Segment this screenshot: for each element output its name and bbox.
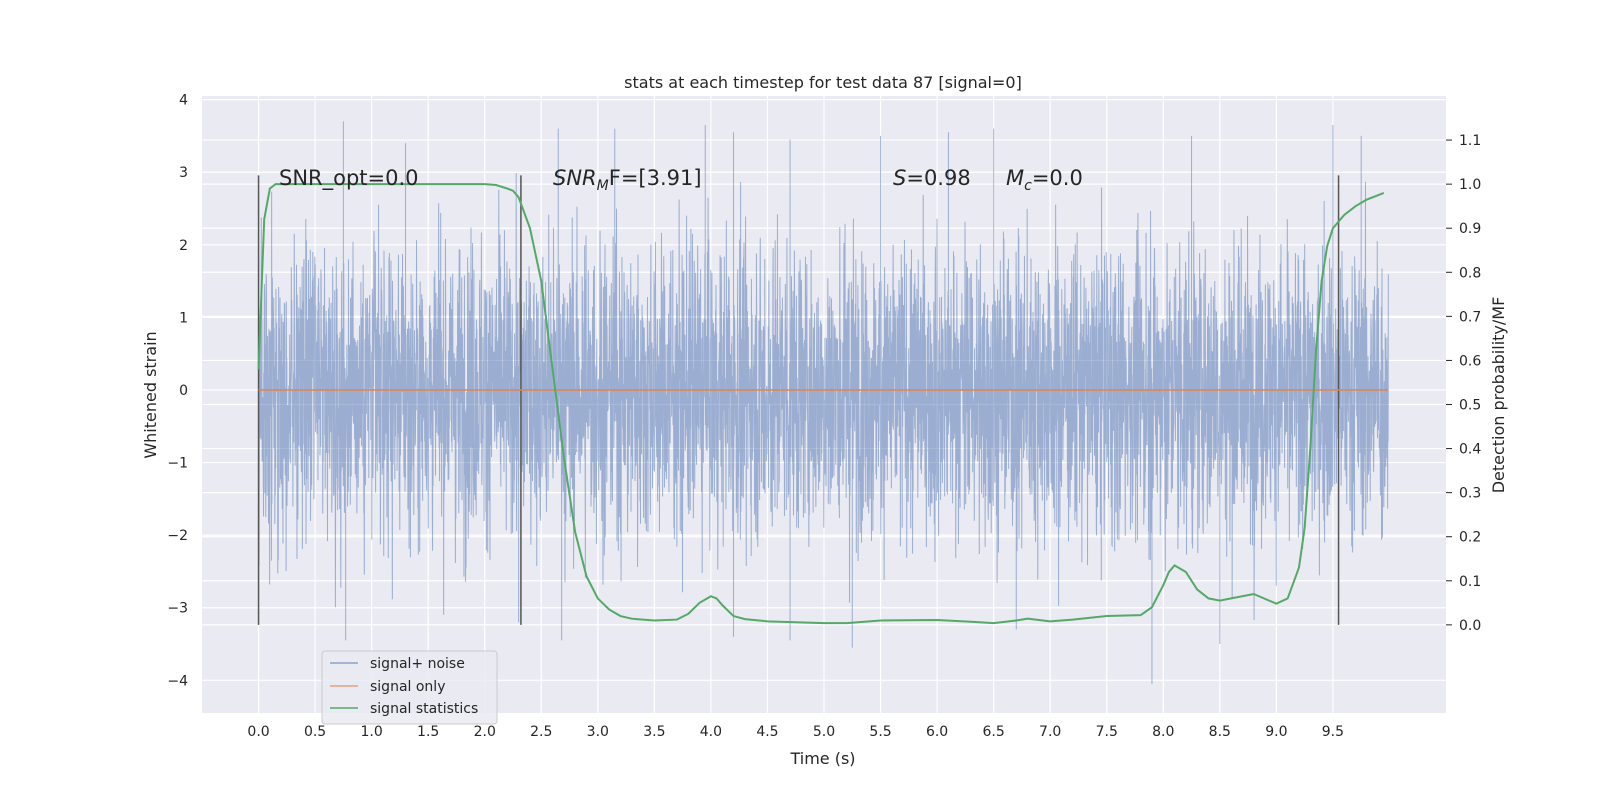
x-tick-label: 8.5 — [1209, 724, 1231, 740]
y-tick-label: 3 — [179, 165, 188, 181]
x-tick-label: 4.0 — [700, 724, 722, 740]
y2-tick-label: 0.3 — [1459, 486, 1481, 502]
y-tick-label: −2 — [167, 528, 188, 544]
y-tick-label: 4 — [179, 93, 188, 109]
y2-axis-label: Detection probability/MF — [1489, 297, 1508, 494]
window-markers — [257, 175, 1340, 625]
y-tick-label: 0 — [179, 383, 188, 399]
y-tick-label: 1 — [179, 310, 188, 326]
y2-tick-label: 0.6 — [1459, 353, 1481, 369]
y2-axis-ticks: 1.1 1.0 0.9 0.8 0.7 0.6 0.5 0.4 0.3 0.2 0.1 0.0 — [1446, 133, 1481, 634]
y2-tick-label: 0.5 — [1459, 398, 1481, 414]
x-tick-label: 2.0 — [474, 724, 496, 740]
y-tick-label: −1 — [167, 456, 188, 472]
annotation-mc-value: =0.0 — [1032, 166, 1083, 190]
signal-noise-series — [258, 121, 1389, 684]
y-tick-label: 2 — [179, 238, 188, 254]
signal-statistics-line — [257, 183, 1385, 625]
y2-tick-label: 0.9 — [1459, 221, 1481, 237]
legend-label-signal: signal only — [370, 679, 445, 695]
y-tick-label: −4 — [167, 673, 188, 689]
x-tick-label: 1.5 — [417, 724, 439, 740]
y2-tick-label: 0.8 — [1459, 265, 1481, 281]
annotation-snr-mf: SNRMF=[3.91] — [553, 166, 702, 194]
x-tick-label: 9.0 — [1265, 724, 1287, 740]
legend-label-noise: signal+ noise — [370, 656, 465, 672]
y2-tick-label: 0.2 — [1459, 530, 1481, 546]
x-tick-label: 3.5 — [643, 724, 665, 740]
y-axis-ticks: 4 3 2 1 0 −1 −2 −3 −4 — [167, 93, 188, 690]
legend-box — [321, 650, 498, 725]
x-tick-label: 7.5 — [1096, 724, 1118, 740]
x-tick-label: 8.0 — [1152, 724, 1174, 740]
x-tick-label: 3.0 — [587, 724, 609, 740]
y2-tick-label: 0.0 — [1459, 618, 1481, 634]
y2-tick-label: 0.7 — [1459, 309, 1481, 325]
y2-tick-label: 1.1 — [1459, 133, 1481, 149]
x-axis-ticks: 0.0 0.5 1.0 1.5 2.0 2.5 3.0 3.5 4.0 4.5 5.0 5.5 6.0 6… — [247, 724, 1344, 740]
x-tick-label: 7.0 — [1039, 724, 1061, 740]
signal-noise-line — [258, 121, 1389, 684]
x-tick-label: 6.0 — [926, 724, 948, 740]
chart-title: stats at each timestep for test data 87 … — [624, 73, 1022, 92]
x-tick-label: 0.5 — [304, 724, 326, 740]
annotation-mc-name: M — [1006, 166, 1024, 190]
y-axis-label: Whitened strain — [141, 331, 160, 458]
y-tick-label: −3 — [167, 601, 188, 617]
x-tick-label: 0.0 — [247, 724, 269, 740]
x-tick-label: 1.0 — [361, 724, 383, 740]
x-tick-label: 5.5 — [869, 724, 891, 740]
annotation-mc: Mc=0.0 — [1006, 166, 1083, 194]
annotation-snr-opt: SNR_opt=0.0 — [279, 166, 419, 191]
x-tick-label: 5.0 — [813, 724, 835, 740]
annotation-snr-mf-sub: M — [597, 178, 609, 194]
y2-tick-label: 0.1 — [1459, 574, 1481, 590]
x-tick-label: 6.5 — [983, 724, 1005, 740]
annotation-snr-mf-value: F=[3.91] — [609, 166, 702, 190]
x-axis-label: Time (s) — [789, 749, 855, 768]
legend-label-stats: signal statistics — [370, 701, 478, 717]
legend: signal+ noise signal only signal statist… — [321, 650, 498, 725]
y2-tick-label: 1.0 — [1459, 177, 1481, 193]
annotation-snr-mf-name: SNR — [553, 166, 597, 190]
annotation-mc-sub: c — [1024, 178, 1032, 194]
x-tick-label: 4.5 — [756, 724, 778, 740]
x-tick-label: 9.5 — [1322, 724, 1344, 740]
y2-tick-label: 0.4 — [1459, 442, 1481, 458]
annotation-s: S=0.98 — [893, 166, 971, 190]
x-tick-label: 2.5 — [530, 724, 552, 740]
annotation-s-name: S — [893, 166, 906, 190]
annotation-s-value: =0.98 — [906, 166, 970, 190]
series-lines — [257, 183, 1389, 625]
